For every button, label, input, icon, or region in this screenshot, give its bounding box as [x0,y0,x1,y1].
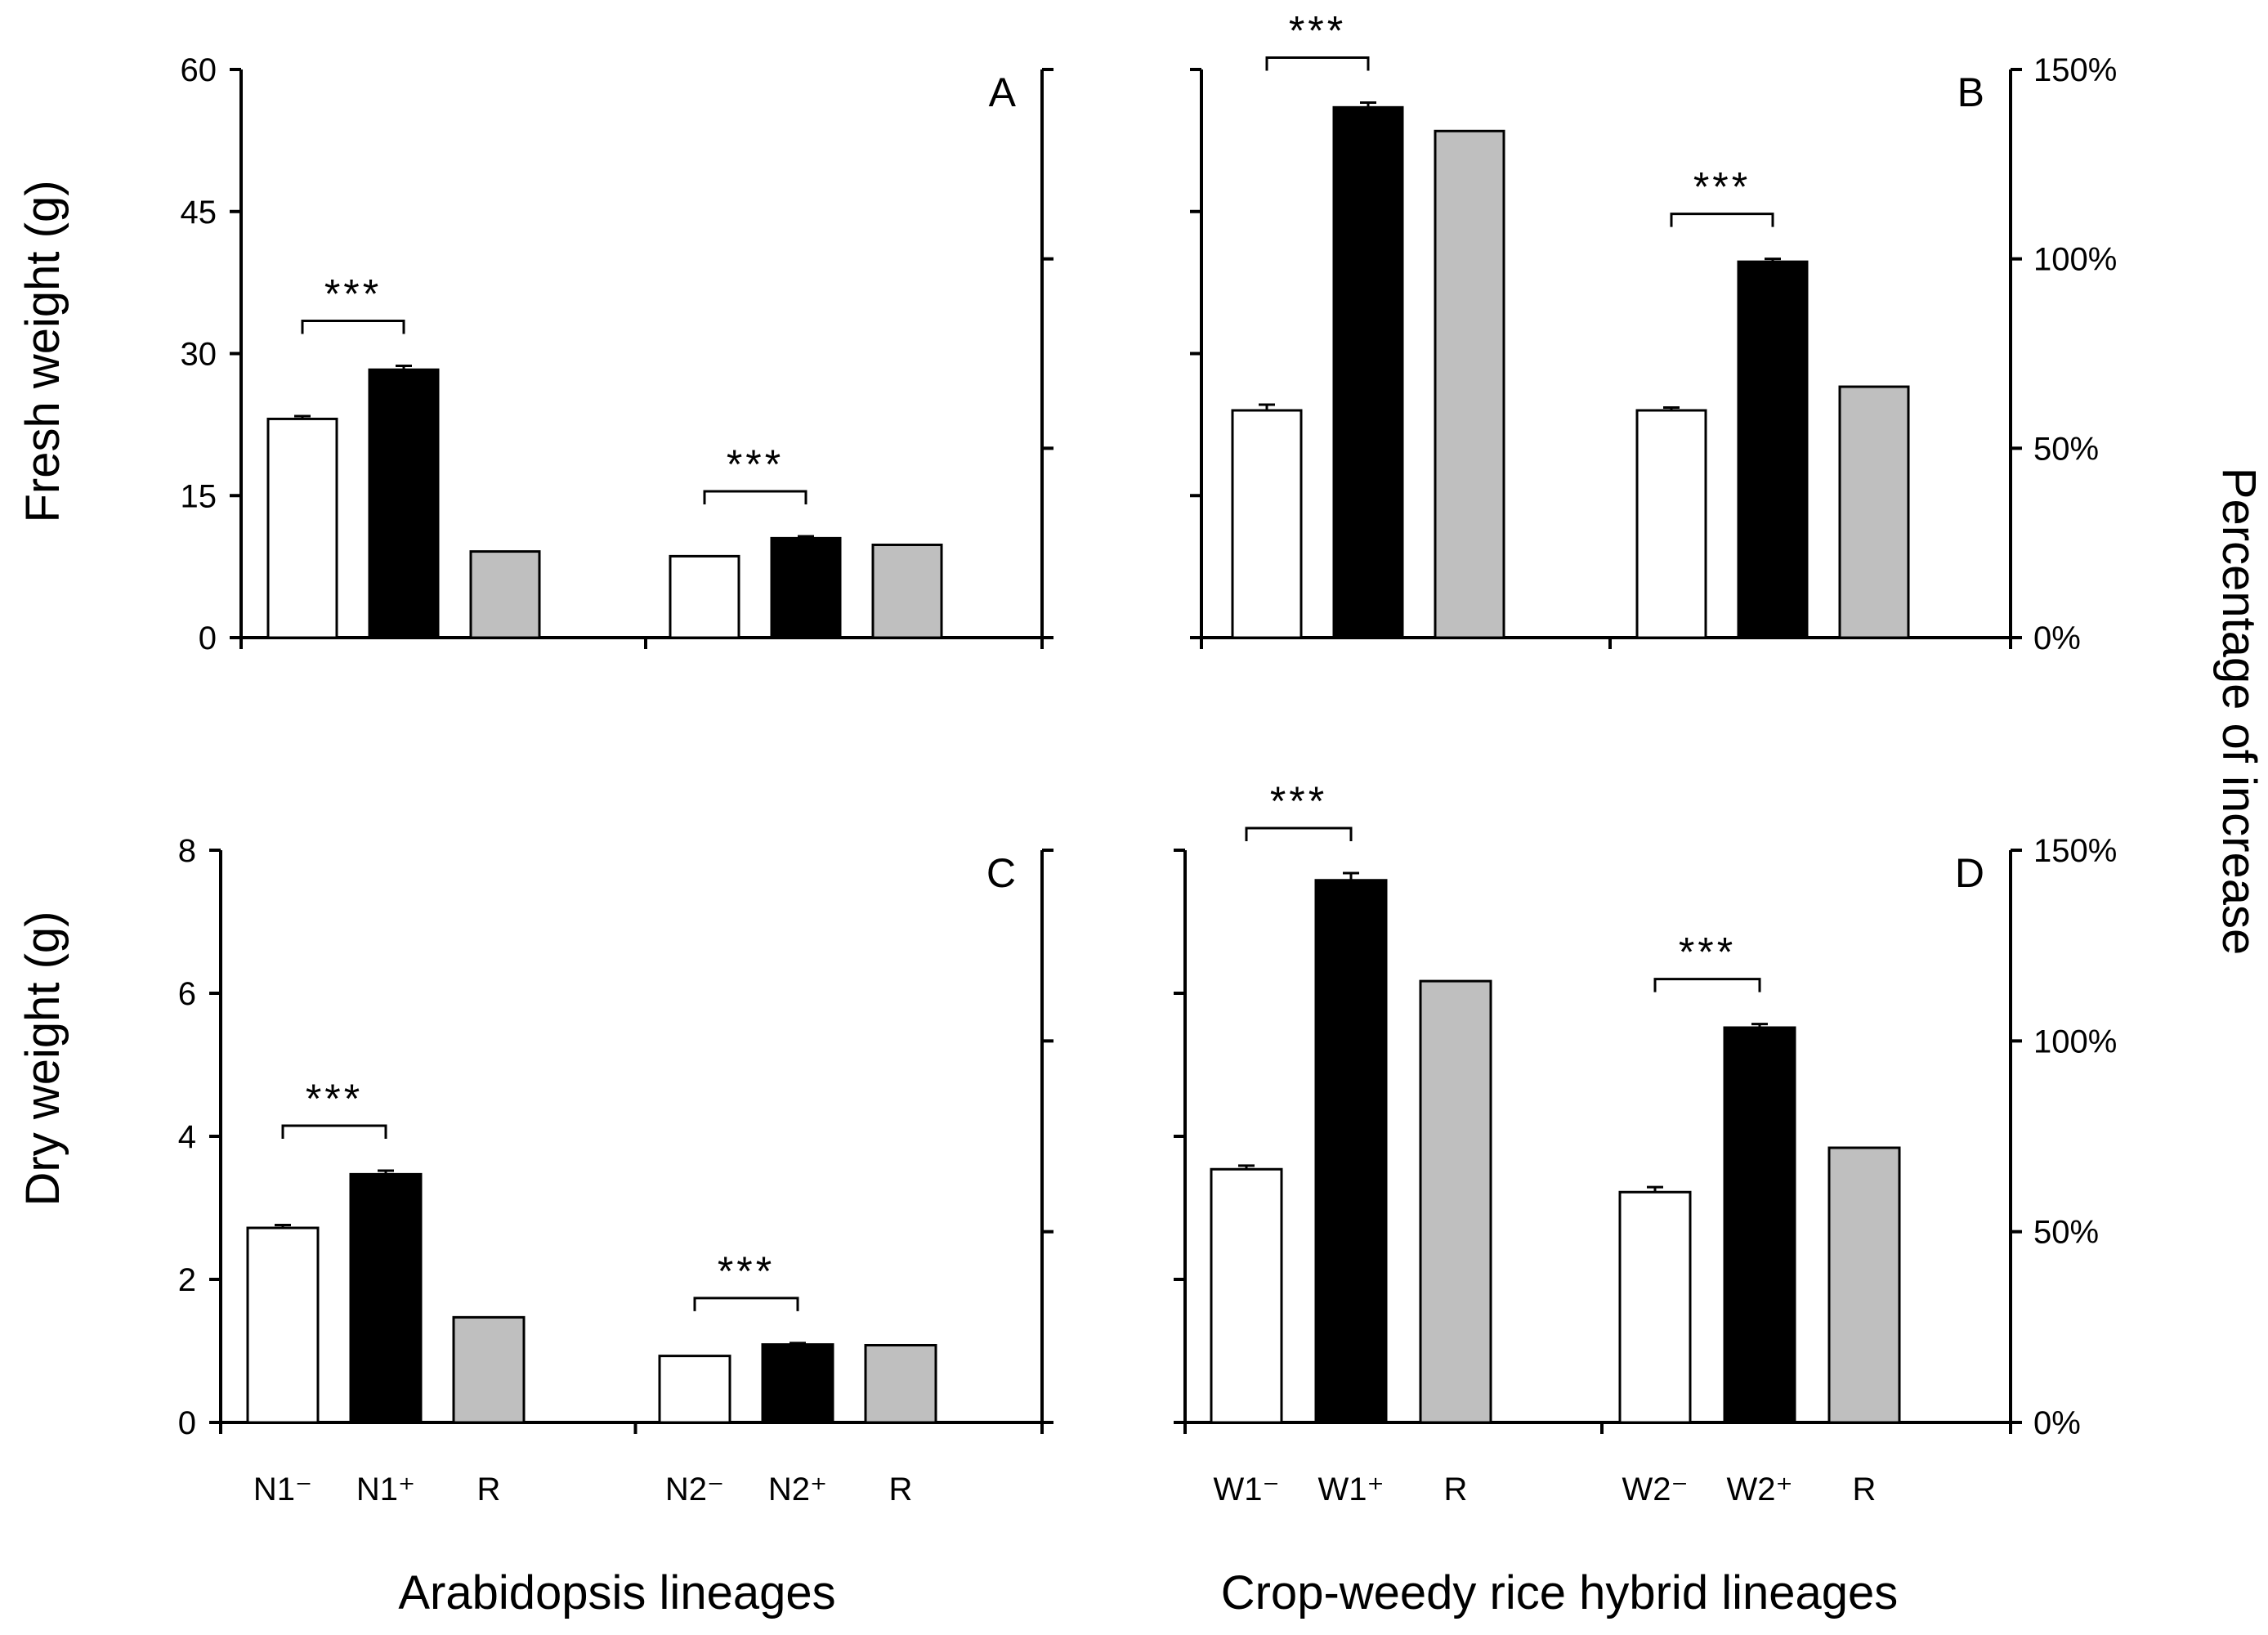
bar-R [469,550,541,639]
bar-minus [266,417,338,639]
bar-plus [1737,260,1809,639]
significance-bracket [281,1124,387,1139]
significance-bracket [1245,826,1353,841]
category-label: R [889,1472,913,1507]
bar-plus [349,1172,423,1424]
y-axis-label-dry: Dry weight (g) [16,912,69,1207]
bar-minus [1231,409,1303,639]
panel-letter: D [1955,850,1984,896]
bar-R [1838,385,1910,639]
panel-A: 0 15 30 45 60 A *** *** [181,52,1053,656]
x-axis-label-rice: Crop-weedy rice hybrid lineages [1221,1566,1899,1619]
category-label: W2⁺ [1726,1472,1792,1507]
significance-label: *** [324,271,382,317]
bar-R [1434,129,1505,639]
bar-minus [1635,409,1707,639]
right-y-tick-label: 50% [2033,1215,2099,1251]
right-y-tick-label: 0% [2033,620,2081,656]
panel-C: 0 2 4 6 8 C N1⁻ N1⁺ R *** N2⁻ N2⁺ R *** [178,833,1053,1507]
category-label: R [477,1472,501,1507]
category-label: R [1444,1472,1468,1507]
x-axis-label-arabidopsis: Arabidopsis lineages [398,1566,835,1619]
category-label: W1⁺ [1317,1472,1384,1507]
bar-plus [1314,879,1388,1424]
significance-bracket [693,1297,799,1311]
category-label: N2⁺ [768,1472,827,1507]
bar-R [871,543,943,639]
panel-letter: C [986,850,1016,896]
right-y-tick-label: 100% [2033,1024,2117,1059]
bar-minus [246,1226,320,1424]
bar-plus [761,1343,834,1424]
bar-R [1419,979,1492,1424]
y-tick-label: 60 [181,52,217,88]
significance-label: *** [1693,164,1751,210]
y-tick-label: 15 [181,478,217,514]
significance-label: *** [718,1248,775,1294]
significance-bracket [1653,978,1761,992]
significance-bracket [703,490,807,505]
y-tick-label: 6 [178,976,196,1012]
category-label: N1⁻ [253,1472,312,1507]
y-tick-label: 0 [199,620,217,656]
category-label: W1⁻ [1213,1472,1279,1507]
category-label: N1⁺ [356,1472,415,1507]
bar-minus [1618,1190,1692,1424]
significance-bracket [1265,56,1370,71]
bar-R [864,1344,937,1424]
bar-plus [1332,105,1404,639]
bar-minus [669,554,740,639]
bar-plus [1723,1026,1796,1424]
bar-R [452,1315,526,1424]
y-axis-label-fresh: Fresh weight (g) [16,180,69,522]
right-y-tick-label: 150% [2033,833,2117,869]
bar-R [1827,1146,1901,1424]
panel-letter: B [1957,69,1984,115]
panel-D: 0% 50% 100% 150% D W1⁻ W1⁺ R *** W2⁻ W2⁺ R *** [1174,778,2117,1507]
right-y-tick-label: 0% [2033,1405,2081,1441]
y-tick-label: 0 [178,1405,196,1441]
significance-label: *** [1289,8,1346,54]
panel-letter: A [989,69,1017,115]
bar-plus [368,368,440,639]
significance-label: *** [727,441,784,487]
right-y-tick-label: 100% [2033,242,2117,278]
y-tick-label: 2 [178,1262,196,1298]
category-label: N2⁻ [665,1472,724,1507]
bar-plus [770,536,842,639]
right-y-tick-label: 150% [2033,52,2117,88]
y-tick-label: 8 [178,833,196,869]
significance-label: *** [1679,929,1736,975]
significance-label: *** [306,1076,363,1122]
category-label: R [1853,1472,1877,1507]
bar-minus [658,1355,731,1424]
panel-B: 0% 50% 100% 150% B *** *** [1190,8,2117,656]
significance-label: *** [1270,778,1327,824]
y-tick-label: 45 [181,195,217,231]
y-tick-label: 4 [178,1119,196,1155]
right-y-tick-label: 50% [2033,431,2099,467]
significance-bracket [1670,213,1774,227]
bar-minus [1210,1167,1283,1424]
y-tick-label: 30 [181,337,217,373]
right-axis-label-percentage: Percentage of increase [2212,468,2266,955]
significance-bracket [301,320,405,334]
category-label: W2⁻ [1622,1472,1688,1507]
